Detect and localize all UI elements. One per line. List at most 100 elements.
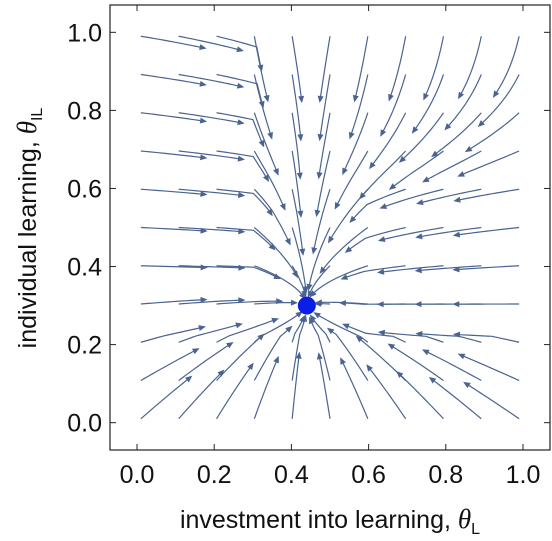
stream-arrowhead [458,91,465,100]
stream-arrowhead [376,301,384,308]
stream-line-67 [314,312,369,343]
stream-line-55 [309,318,331,381]
y-tick-label: 0.8 [67,97,102,125]
stream-arrowhead [316,171,323,180]
stream-arrowhead [266,208,273,217]
stream-line-15 [178,265,244,269]
stream-line-41 [253,112,279,175]
stream-arrowhead [457,353,466,360]
stream-line-56 [310,315,331,343]
stream-line-78 [343,323,406,343]
stream-arrowhead [457,171,465,177]
stream-line-72 [335,150,369,209]
x-tick-label: 0.4 [274,461,309,489]
stream-line-9 [140,73,206,86]
stream-arrowhead [200,264,208,271]
stream-arrowhead [200,191,208,197]
stream-arrowhead [273,168,279,176]
stream-arrowhead [377,236,386,243]
stream-arrowhead [452,231,461,238]
stream-arrowhead [237,192,246,198]
stream-arrowhead [217,369,225,377]
stream-line-8 [140,112,206,122]
stream-line-99 [423,349,482,382]
stream-line-111 [454,333,520,343]
stream-arrowhead [396,370,404,378]
stream-line-117 [466,112,520,152]
stream-arrowhead [415,330,423,337]
stream-line-74 [349,74,369,138]
stream-line-21 [178,35,243,52]
stream-line-49 [291,189,304,254]
stream-line-31 [216,73,264,107]
stream-line-100 [417,332,482,343]
stream-line-17 [178,188,244,197]
stream-line-43 [253,36,269,101]
stream-arrowhead [302,286,309,294]
stream-line-96 [412,74,445,133]
stream-arrowhead [309,314,317,322]
stream-arrowhead [317,133,324,142]
stream-line-82 [350,188,406,222]
stream-line-12 [178,342,233,381]
stream-arrowhead [492,90,500,98]
stream-line-44 [291,353,300,419]
stream-arrowhead [352,94,359,103]
stream-line-113 [454,265,520,271]
stream-line-115 [455,188,520,202]
y-tick-label: 0.2 [67,332,102,360]
stream-line-3 [140,299,206,305]
stream-line-118 [478,74,520,127]
stream-arrowhead [348,131,355,140]
stream-line-60 [312,189,331,253]
stream-line-27 [216,226,275,250]
stream-line-75 [354,36,369,101]
stream-line-61 [316,150,331,216]
stream-line-59 [307,227,331,290]
stream-arrowhead [284,237,291,246]
stream-line-81 [345,226,406,253]
stream-arrowhead [453,196,461,203]
stream-arrowhead [295,351,302,359]
stream-arrowhead [366,364,373,372]
stream-arrowhead [359,192,366,200]
stream-line-20 [178,73,243,88]
stream-arrowhead [414,301,422,308]
stream-line-93 [381,188,444,209]
y-axis-ticks: 0.0 0.2 0.4 0.6 0.8 1.0 [67,19,550,438]
stream-arrowhead [185,375,193,383]
x-tick-label: 0.8 [428,461,463,489]
stream-arrowhead [387,343,396,350]
x-tick-label: 0.6 [351,461,386,489]
stream-line-102 [416,265,482,272]
stream-arrowhead [342,323,350,330]
stream-arrowhead [262,174,270,182]
stream-line-83 [359,150,407,199]
y-tick-label: 1.0 [67,19,102,47]
stream-arrowhead [379,203,388,209]
stream-arrowhead [444,123,452,131]
stream-line-0 [140,376,192,420]
stream-arrowhead [226,341,234,349]
y-tick-label: 0.0 [67,410,102,438]
x-tick-label: 0.2 [197,461,232,489]
stream-arrowhead [414,267,422,274]
stream-arrowhead [285,325,293,333]
stream-arrowhead [349,215,357,223]
stream-line-35 [253,311,302,343]
stream-line-18 [178,150,244,160]
stream-arrowhead [299,248,306,256]
x-tick-label: 1.0 [506,461,541,489]
stream-line-5 [140,226,206,232]
stream-line-103 [417,226,482,238]
stream-line-23 [216,334,264,381]
stream-arrowhead [344,246,353,253]
stream-line-105 [423,150,482,182]
stream-arrowhead [340,357,346,365]
stream-arrowhead [290,299,298,306]
stream-line-37 [254,265,306,299]
stream-line-53 [291,36,303,102]
stream-line-24 [216,318,278,343]
stream-line-107 [445,74,482,130]
